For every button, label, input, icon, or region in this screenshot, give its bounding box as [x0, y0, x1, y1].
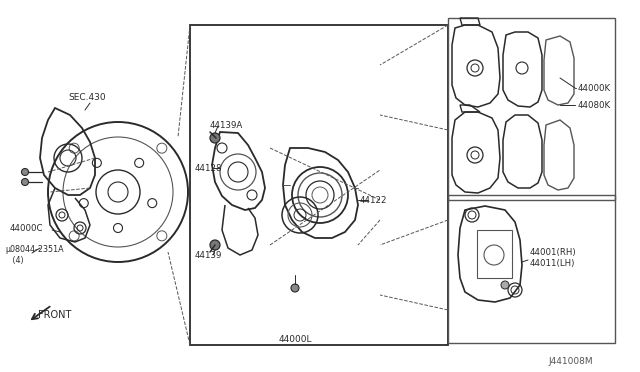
Bar [190, 25, 448, 345]
Text: SEC.430: SEC.430 [68, 93, 106, 102]
Circle shape [501, 281, 509, 289]
Text: FRONT: FRONT [38, 310, 72, 320]
Text: J441008M: J441008M [548, 357, 593, 366]
Circle shape [22, 179, 29, 186]
Text: 44001(RH)
44011(LH): 44001(RH) 44011(LH) [530, 248, 577, 268]
Text: µ08044-2351A
   (4): µ08044-2351A (4) [5, 245, 63, 265]
Bar [448, 18, 615, 200]
Text: 44000K: 44000K [578, 83, 611, 93]
Text: 44139: 44139 [195, 250, 222, 260]
Circle shape [210, 240, 220, 250]
Circle shape [210, 133, 220, 143]
Text: 44128: 44128 [195, 164, 223, 173]
Text: 44000C: 44000C [10, 224, 44, 232]
Text: 44080K: 44080K [578, 100, 611, 109]
Circle shape [291, 284, 299, 292]
Circle shape [22, 169, 29, 176]
Text: 44122: 44122 [360, 196, 387, 205]
Bar [477, 230, 512, 278]
Bar [448, 195, 615, 343]
Text: 44000L: 44000L [278, 336, 312, 344]
Text: 44139A: 44139A [210, 121, 243, 129]
